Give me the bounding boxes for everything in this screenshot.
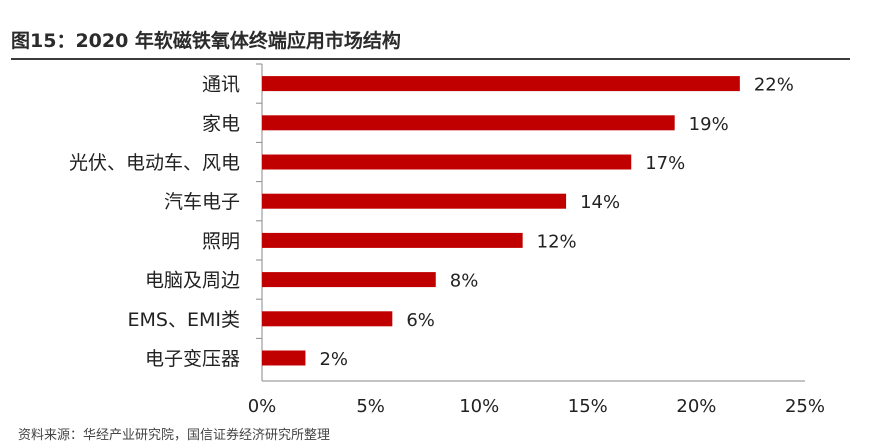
bar bbox=[262, 272, 436, 288]
data-label: 12% bbox=[537, 231, 577, 252]
data-label: 14% bbox=[580, 192, 620, 213]
chart-title: 图15：2020 年软磁铁氧体终端应用市场结构 bbox=[11, 30, 401, 52]
x-tick-label: 25% bbox=[785, 396, 825, 417]
x-tick-label: 10% bbox=[459, 396, 499, 417]
x-tick-label: 0% bbox=[248, 396, 277, 417]
category-label: 电脑及周边 bbox=[145, 270, 240, 292]
category-label: 光伏、电动车、风电 bbox=[69, 152, 240, 174]
bar-chart: 通讯 22% 家电 19% 光伏、电动车、风电 17% 汽车电子 14% 照明 12% 电脑及周边 8… bbox=[69, 63, 825, 417]
category-label: 照明 bbox=[202, 230, 240, 252]
bar bbox=[262, 193, 567, 209]
bar bbox=[262, 232, 523, 248]
data-label: 6% bbox=[406, 310, 435, 331]
category-label: 汽车电子 bbox=[164, 191, 240, 213]
data-label: 22% bbox=[754, 75, 794, 96]
x-tick-label: 20% bbox=[676, 396, 716, 417]
data-label: 2% bbox=[319, 349, 348, 370]
data-label: 19% bbox=[689, 114, 729, 135]
category-label: 电子变压器 bbox=[145, 348, 240, 370]
bar bbox=[262, 350, 306, 366]
title-underline bbox=[11, 58, 850, 60]
x-tick-label: 15% bbox=[568, 396, 608, 417]
category-label: 家电 bbox=[202, 113, 240, 135]
bar bbox=[262, 115, 675, 131]
bar bbox=[262, 76, 740, 92]
x-tick-label: 5% bbox=[356, 396, 385, 417]
bar bbox=[262, 311, 393, 327]
data-label: 17% bbox=[645, 153, 685, 174]
source-note: 资料来源：华经产业研究院，国信证券经济研究所整理 bbox=[18, 428, 331, 443]
category-label: 通讯 bbox=[202, 74, 240, 96]
bar bbox=[262, 154, 632, 170]
data-label: 8% bbox=[450, 271, 479, 292]
category-label: EMS、EMI类 bbox=[128, 309, 240, 331]
